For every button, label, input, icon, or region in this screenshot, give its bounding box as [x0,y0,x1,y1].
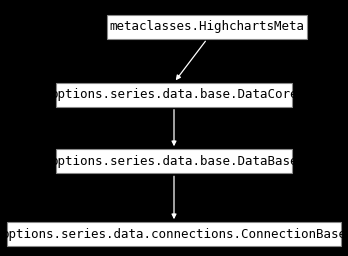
FancyBboxPatch shape [56,82,292,107]
FancyBboxPatch shape [107,15,307,39]
Text: options.series.data.connections.ConnectionBase: options.series.data.connections.Connecti… [1,228,347,241]
Text: metaclasses.HighchartsMeta: metaclasses.HighchartsMeta [110,20,304,33]
FancyBboxPatch shape [7,222,341,246]
Text: options.series.data.base.DataBase: options.series.data.base.DataBase [50,155,298,168]
FancyBboxPatch shape [56,149,292,174]
Text: options.series.data.base.DataCore: options.series.data.base.DataCore [50,88,298,101]
